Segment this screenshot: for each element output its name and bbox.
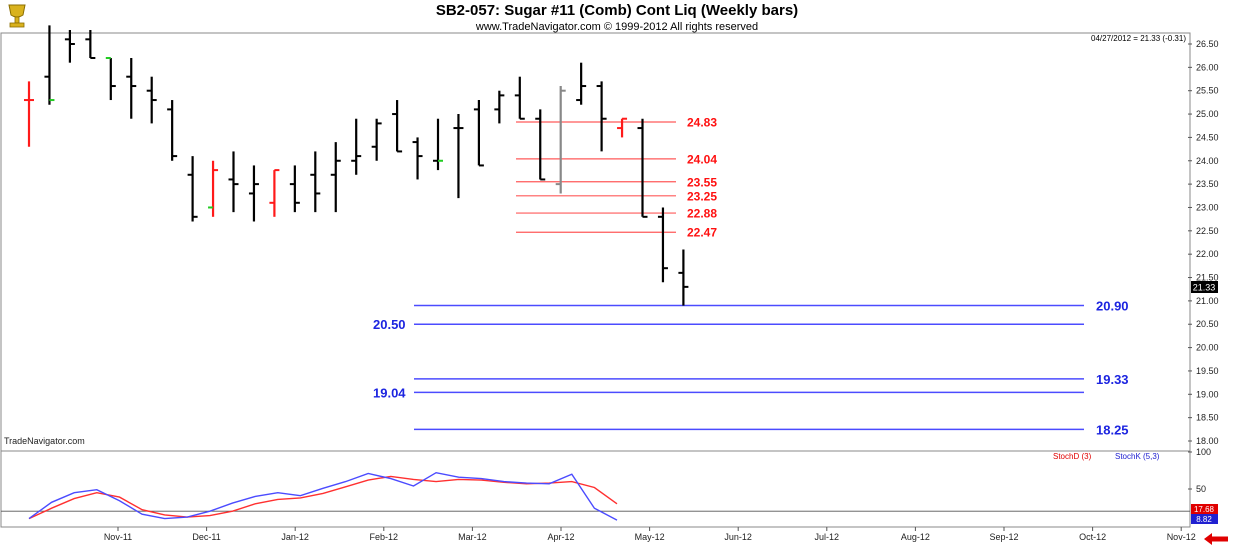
support-label: 19.33 bbox=[1096, 372, 1129, 387]
x-tick-label: Nov-12 bbox=[1167, 532, 1196, 542]
price-tick-label: 26.00 bbox=[1196, 62, 1219, 72]
x-tick-label: Apr-12 bbox=[547, 532, 574, 542]
resistance-label: 22.88 bbox=[687, 207, 717, 221]
legend-stochk: StochK (5,3) bbox=[1115, 452, 1160, 461]
x-tick-label: Feb-12 bbox=[370, 532, 399, 542]
quote-readout: 04/27/2012 = 21.33 (-0.31) bbox=[1091, 34, 1186, 43]
price-tick-label: 23.00 bbox=[1196, 202, 1219, 212]
x-tick-label: Mar-12 bbox=[458, 532, 487, 542]
watermark: TradeNavigator.com bbox=[4, 436, 85, 446]
scroll-left-arrow-icon[interactable] bbox=[1202, 532, 1232, 546]
x-tick-label: Jan-12 bbox=[281, 532, 309, 542]
price-panel bbox=[0, 32, 1191, 452]
last-price-label: 21.33 bbox=[1193, 283, 1216, 293]
last-price-tag: 21.33 bbox=[1191, 281, 1218, 293]
chart-title: SB2-057: Sugar #11 (Comb) Cont Liq (Week… bbox=[436, 2, 798, 19]
x-axis: Nov-11 Dec-11 Jan-12 Feb-12 Mar-12 Apr-12 May-… bbox=[104, 527, 1196, 542]
stoch-last-tags: 17.68 8.82 bbox=[1191, 504, 1218, 524]
price-tick-label: 18.50 bbox=[1196, 413, 1219, 423]
price-tick-label: 22.50 bbox=[1196, 226, 1219, 236]
legend-stochd: StochD (3) bbox=[1053, 452, 1092, 461]
support-label: 20.50 bbox=[373, 317, 406, 332]
x-tick-label: Dec-11 bbox=[192, 532, 220, 542]
support-label: 19.04 bbox=[373, 385, 406, 400]
stochk-last-label: 8.82 bbox=[1196, 515, 1212, 524]
price-tick-label: 25.50 bbox=[1196, 86, 1219, 96]
price-tick-label: 26.50 bbox=[1196, 39, 1219, 49]
price-tick-label: 20.00 bbox=[1196, 343, 1219, 353]
support-label: 18.25 bbox=[1096, 422, 1129, 437]
price-tick-label: 24.00 bbox=[1196, 156, 1219, 166]
price-y-axis: 18.00 18.50 19.00 19.50 20.00 20.50 21.00 21.50… bbox=[1188, 39, 1219, 446]
copyright-text: www.TradeNavigator.com © 1999-2012 All r… bbox=[475, 21, 758, 33]
stochastic-lines bbox=[28, 471, 618, 521]
resistance-label: 23.25 bbox=[687, 189, 717, 203]
x-tick-label: Oct-12 bbox=[1079, 532, 1106, 542]
price-tick-label: 25.00 bbox=[1196, 109, 1219, 119]
price-tick-label: 21.50 bbox=[1196, 273, 1219, 283]
price-tick-label: 19.00 bbox=[1196, 389, 1219, 399]
resistance-label: 23.55 bbox=[687, 175, 717, 189]
price-tick-label: 21.00 bbox=[1196, 296, 1219, 306]
price-tick-label: 24.50 bbox=[1196, 132, 1219, 142]
price-tick-label: 23.50 bbox=[1196, 179, 1219, 189]
x-tick-label: Sep-12 bbox=[989, 532, 1018, 542]
x-tick-label: Aug-12 bbox=[901, 532, 930, 542]
price-tick-label: 20.50 bbox=[1196, 319, 1219, 329]
price-tick-label: 18.00 bbox=[1196, 436, 1219, 446]
ohlc-bars bbox=[24, 25, 689, 306]
resistance-label: 24.83 bbox=[687, 115, 717, 129]
x-tick-label: Nov-11 bbox=[104, 532, 132, 542]
resistance-label: 22.47 bbox=[687, 226, 717, 240]
stochk-line bbox=[28, 471, 618, 521]
price-tick-label: 22.00 bbox=[1196, 249, 1219, 259]
resistance-label: 24.04 bbox=[687, 152, 717, 166]
stoch-tick-label: 100 bbox=[1196, 447, 1211, 457]
x-tick-label: May-12 bbox=[635, 532, 665, 542]
x-tick-label: Jun-12 bbox=[724, 532, 752, 542]
price-tick-label: 19.50 bbox=[1196, 366, 1219, 376]
x-tick-label: Jul-12 bbox=[815, 532, 840, 542]
logo-icon bbox=[8, 4, 26, 28]
stoch-tick-label: 50 bbox=[1196, 484, 1206, 494]
stochd-last-label: 17.68 bbox=[1194, 505, 1215, 514]
support-label: 20.90 bbox=[1096, 299, 1129, 314]
stoch-y-axis: 50 100 bbox=[1, 447, 1211, 512]
